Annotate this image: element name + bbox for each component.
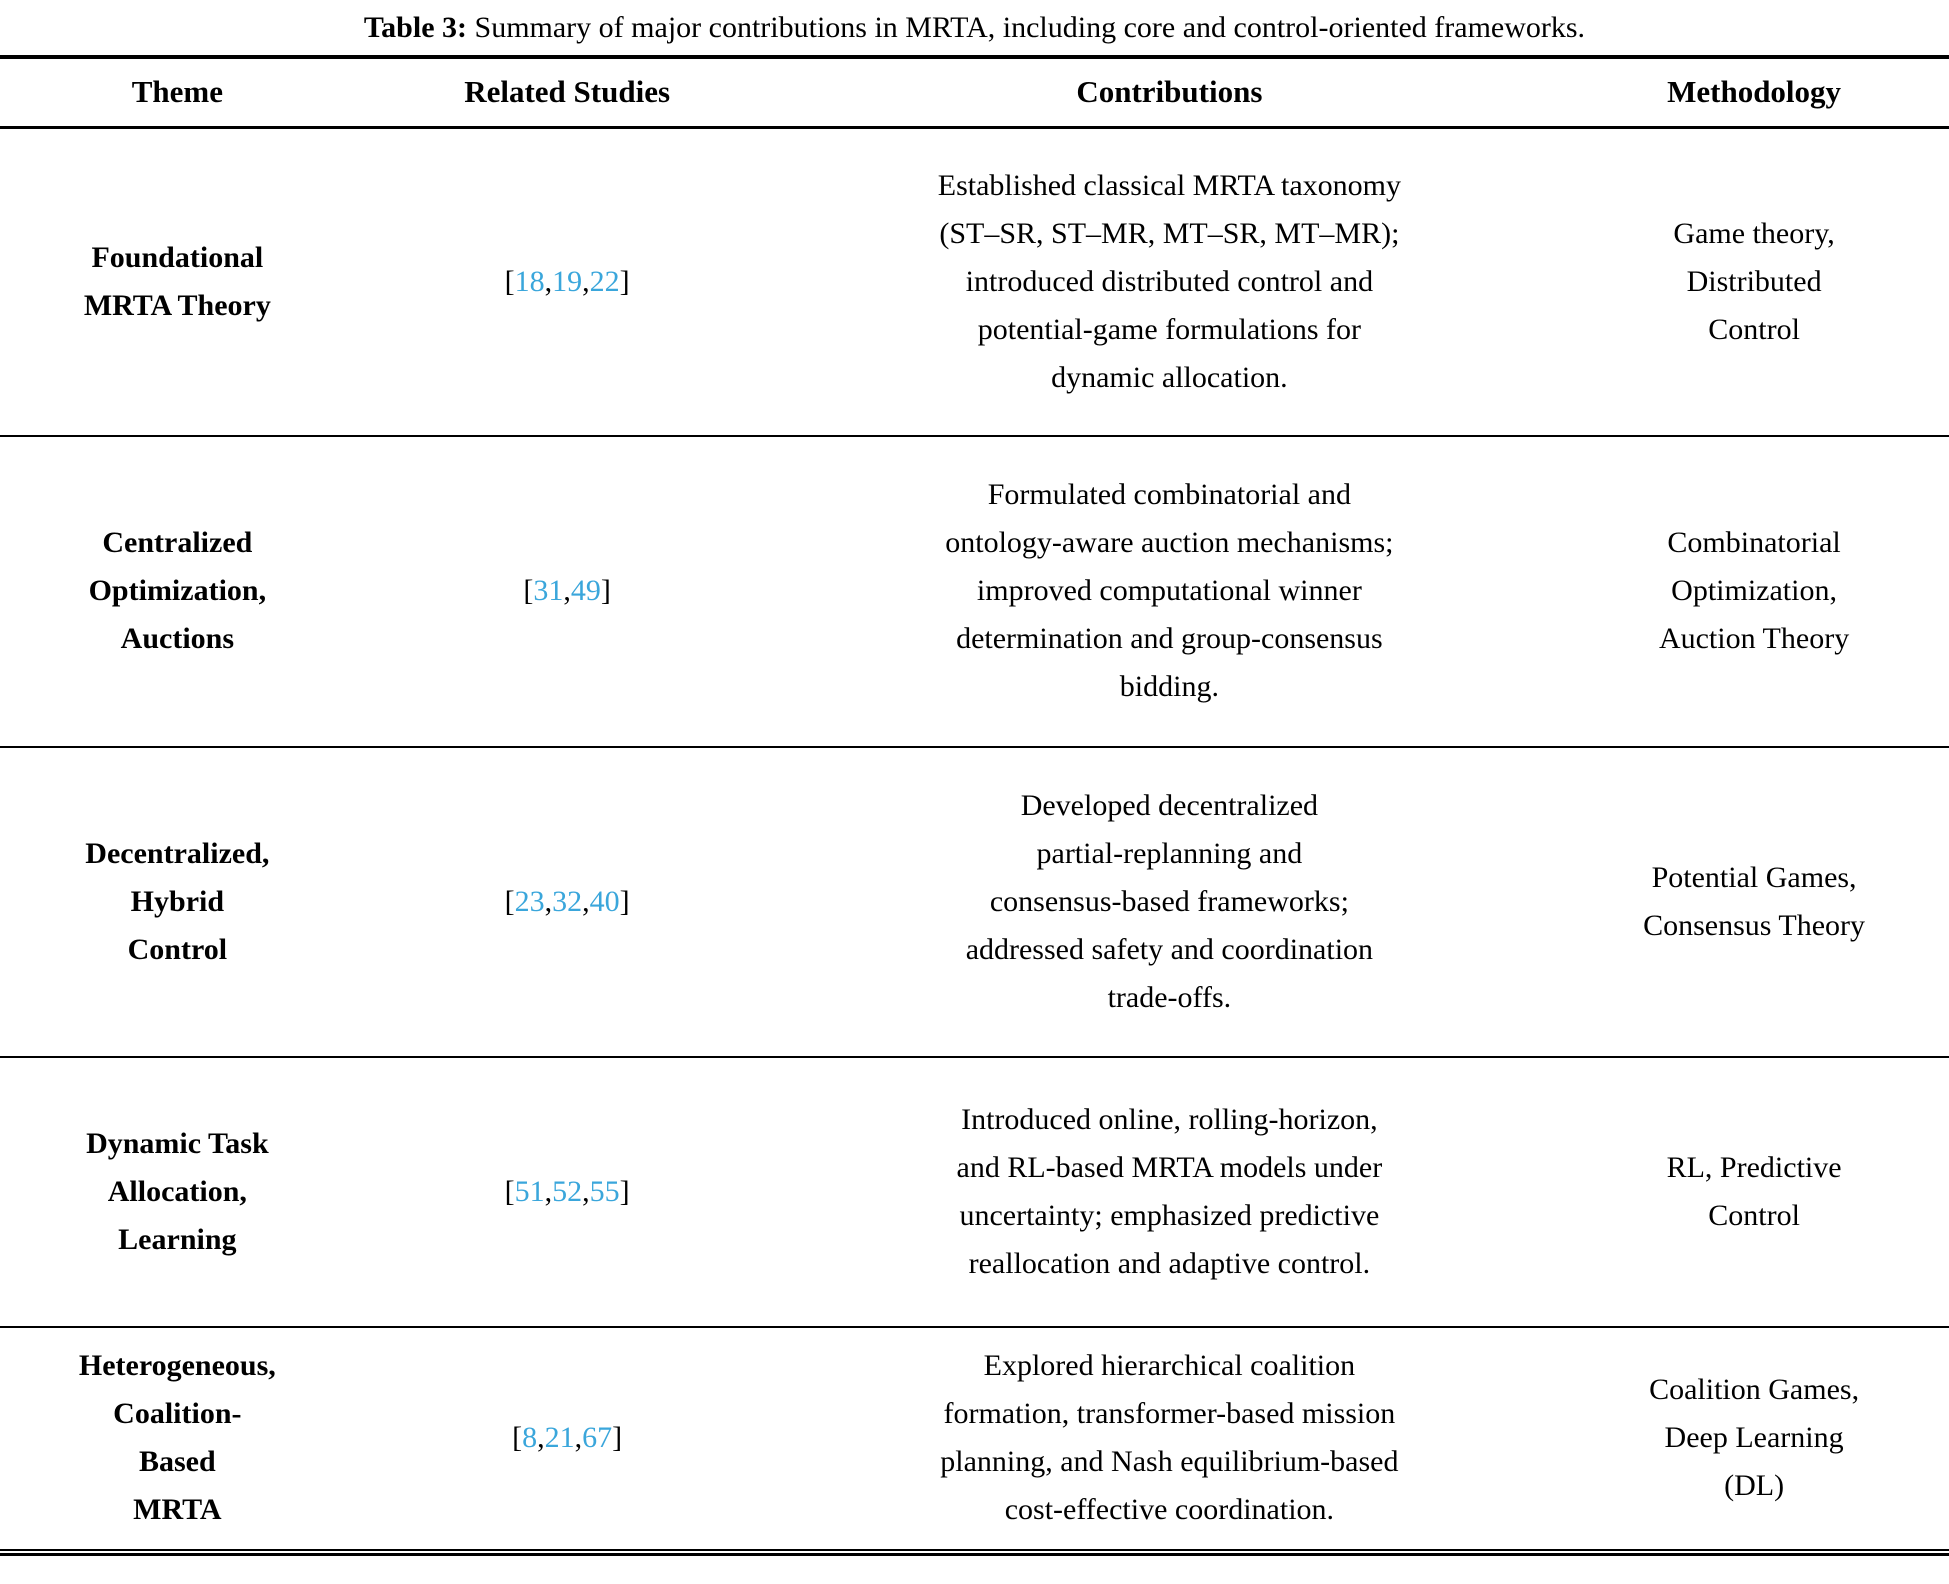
citation-link[interactable]: 32 bbox=[552, 884, 583, 918]
methodology-cell: Game theory, Distributed Control bbox=[1673, 216, 1835, 346]
table-row: Dynamic Task Allocation, Learning [51,52,5… bbox=[0, 1055, 1949, 1327]
table-header-row: Theme Related Studies Contributions Meth… bbox=[0, 57, 1949, 129]
methodology-cell: RL, Predictive Control bbox=[1559, 1055, 1949, 1327]
contributions-cell: Formulated combinatorial and ontology-awa… bbox=[779, 434, 1560, 747]
related-studies-cell: [31,49] bbox=[354, 434, 780, 747]
theme-cell: Heterogeneous, Coalition- Based MRTA bbox=[0, 1325, 355, 1549]
caption-text: Summary of major contributions in MRTA, … bbox=[474, 11, 1586, 44]
theme-cell: Centralized Optimization, Auctions bbox=[0, 434, 355, 747]
related-studies-cell: [51,52,55] bbox=[354, 1055, 780, 1327]
citation-link[interactable]: 40 bbox=[589, 884, 620, 918]
contributions-table: Theme Related Studies Contributions Meth… bbox=[0, 55, 1949, 1549]
citation-link[interactable]: 23 bbox=[514, 884, 545, 918]
related-studies-cell: [18,19,22] bbox=[504, 264, 630, 298]
column-header-contributions: Contributions bbox=[779, 57, 1560, 129]
table-row: Heterogeneous, Coalition- Based MRTA [8,21,… bbox=[0, 1325, 1949, 1549]
theme-cell: Foundational MRTA Theory bbox=[83, 240, 271, 322]
table-caption: Table 3: Summary of major contributions … bbox=[0, 0, 1949, 55]
table-row: Centralized Optimization, Auctions [31,49]… bbox=[0, 434, 1949, 747]
methodology-cell: Potential Games, Consensus Theory bbox=[1559, 745, 1949, 1057]
column-header-methodology: Methodology bbox=[1559, 57, 1949, 129]
methodology-cell: Combinatorial Optimization, Auction Theory bbox=[1559, 434, 1949, 747]
contributions-cell: Explored hierarchical coalition formation… bbox=[779, 1325, 1560, 1549]
citation-link[interactable]: 52 bbox=[552, 1174, 583, 1208]
citation-link[interactable]: 22 bbox=[589, 264, 620, 298]
table-row: Foundational MRTA Theory [18,19,22] Estab… bbox=[0, 128, 1949, 436]
citation-link[interactable]: 18 bbox=[514, 264, 545, 298]
column-header-theme: Theme bbox=[0, 57, 355, 129]
contributions-cell: Developed decentralized partial-replannin… bbox=[779, 745, 1560, 1057]
citation-link[interactable]: 51 bbox=[514, 1174, 545, 1208]
citation-link[interactable]: 31 bbox=[533, 574, 564, 607]
citation-link[interactable]: 19 bbox=[552, 264, 583, 298]
citation-link[interactable]: 55 bbox=[589, 1174, 620, 1208]
related-studies-cell: [8,21,67] bbox=[354, 1325, 780, 1549]
contributions-cell: Introduced online, rolling-horizon, and R… bbox=[779, 1055, 1560, 1327]
theme-cell: Decentralized, Hybrid Control bbox=[0, 745, 355, 1057]
citation-link[interactable]: 8 bbox=[522, 1421, 538, 1454]
methodology-cell: Coalition Games, Deep Learning (DL) bbox=[1559, 1325, 1949, 1549]
citation-link[interactable]: 67 bbox=[582, 1421, 613, 1454]
column-header-related-studies: Related Studies bbox=[354, 57, 780, 129]
contributions-cell: Established classical MRTA taxonomy (ST–S… bbox=[937, 168, 1401, 394]
table-row: Decentralized, Hybrid Control [23,32,40] D… bbox=[0, 745, 1949, 1057]
citation-link[interactable]: 49 bbox=[570, 574, 601, 607]
theme-cell: Dynamic Task Allocation, Learning bbox=[0, 1055, 355, 1327]
table-bottom-rule bbox=[0, 1548, 1949, 1556]
citation-link[interactable]: 21 bbox=[544, 1421, 575, 1454]
caption-label: Table 3: bbox=[363, 11, 468, 44]
related-studies-cell: [23,32,40] bbox=[354, 745, 780, 1057]
